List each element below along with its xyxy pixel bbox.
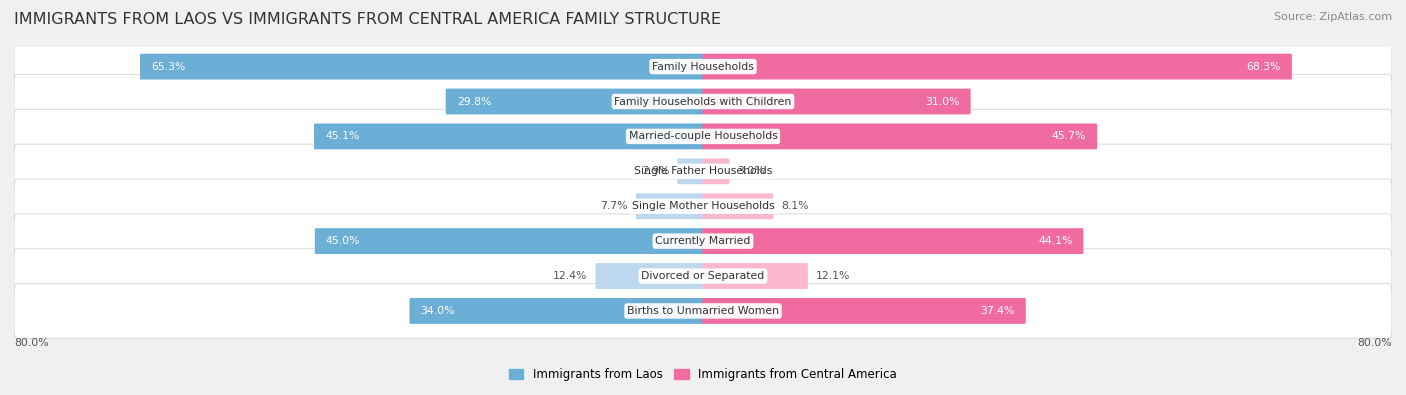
FancyBboxPatch shape: [14, 40, 1392, 94]
FancyBboxPatch shape: [409, 298, 703, 324]
FancyBboxPatch shape: [596, 263, 703, 289]
FancyBboxPatch shape: [703, 228, 1084, 254]
Text: 7.7%: 7.7%: [600, 201, 628, 211]
FancyBboxPatch shape: [703, 54, 1292, 79]
Text: 80.0%: 80.0%: [1357, 338, 1392, 348]
FancyBboxPatch shape: [703, 124, 1097, 149]
Text: 65.3%: 65.3%: [150, 62, 186, 71]
Text: 29.8%: 29.8%: [457, 96, 491, 107]
Text: 2.9%: 2.9%: [643, 166, 669, 176]
Text: Divorced or Separated: Divorced or Separated: [641, 271, 765, 281]
Text: 44.1%: 44.1%: [1038, 236, 1073, 246]
FancyBboxPatch shape: [14, 284, 1392, 338]
FancyBboxPatch shape: [315, 228, 703, 254]
FancyBboxPatch shape: [14, 179, 1392, 233]
Text: 37.4%: 37.4%: [980, 306, 1015, 316]
FancyBboxPatch shape: [703, 88, 970, 115]
Text: 80.0%: 80.0%: [14, 338, 49, 348]
FancyBboxPatch shape: [14, 109, 1392, 164]
Text: 12.4%: 12.4%: [553, 271, 588, 281]
FancyBboxPatch shape: [703, 158, 730, 184]
Text: 45.0%: 45.0%: [326, 236, 360, 246]
FancyBboxPatch shape: [314, 124, 703, 149]
Text: 34.0%: 34.0%: [420, 306, 456, 316]
FancyBboxPatch shape: [141, 54, 703, 79]
Text: 68.3%: 68.3%: [1247, 62, 1281, 71]
FancyBboxPatch shape: [14, 249, 1392, 303]
FancyBboxPatch shape: [14, 74, 1392, 129]
FancyBboxPatch shape: [678, 158, 703, 184]
Text: Family Households with Children: Family Households with Children: [614, 96, 792, 107]
Text: 31.0%: 31.0%: [925, 96, 960, 107]
Text: 8.1%: 8.1%: [782, 201, 808, 211]
Text: Single Mother Households: Single Mother Households: [631, 201, 775, 211]
Text: Married-couple Households: Married-couple Households: [628, 132, 778, 141]
Text: 12.1%: 12.1%: [815, 271, 851, 281]
Text: Single Father Households: Single Father Households: [634, 166, 772, 176]
Text: 45.7%: 45.7%: [1052, 132, 1087, 141]
Text: Family Households: Family Households: [652, 62, 754, 71]
FancyBboxPatch shape: [703, 298, 1026, 324]
FancyBboxPatch shape: [703, 193, 773, 219]
Text: Births to Unmarried Women: Births to Unmarried Women: [627, 306, 779, 316]
FancyBboxPatch shape: [14, 214, 1392, 268]
FancyBboxPatch shape: [703, 263, 808, 289]
Legend: Immigrants from Laos, Immigrants from Central America: Immigrants from Laos, Immigrants from Ce…: [509, 368, 897, 381]
FancyBboxPatch shape: [14, 144, 1392, 199]
Text: 3.0%: 3.0%: [738, 166, 765, 176]
Text: Source: ZipAtlas.com: Source: ZipAtlas.com: [1274, 12, 1392, 22]
FancyBboxPatch shape: [636, 193, 703, 219]
Text: IMMIGRANTS FROM LAOS VS IMMIGRANTS FROM CENTRAL AMERICA FAMILY STRUCTURE: IMMIGRANTS FROM LAOS VS IMMIGRANTS FROM …: [14, 12, 721, 27]
Text: 45.1%: 45.1%: [325, 132, 360, 141]
Text: Currently Married: Currently Married: [655, 236, 751, 246]
FancyBboxPatch shape: [446, 88, 703, 115]
